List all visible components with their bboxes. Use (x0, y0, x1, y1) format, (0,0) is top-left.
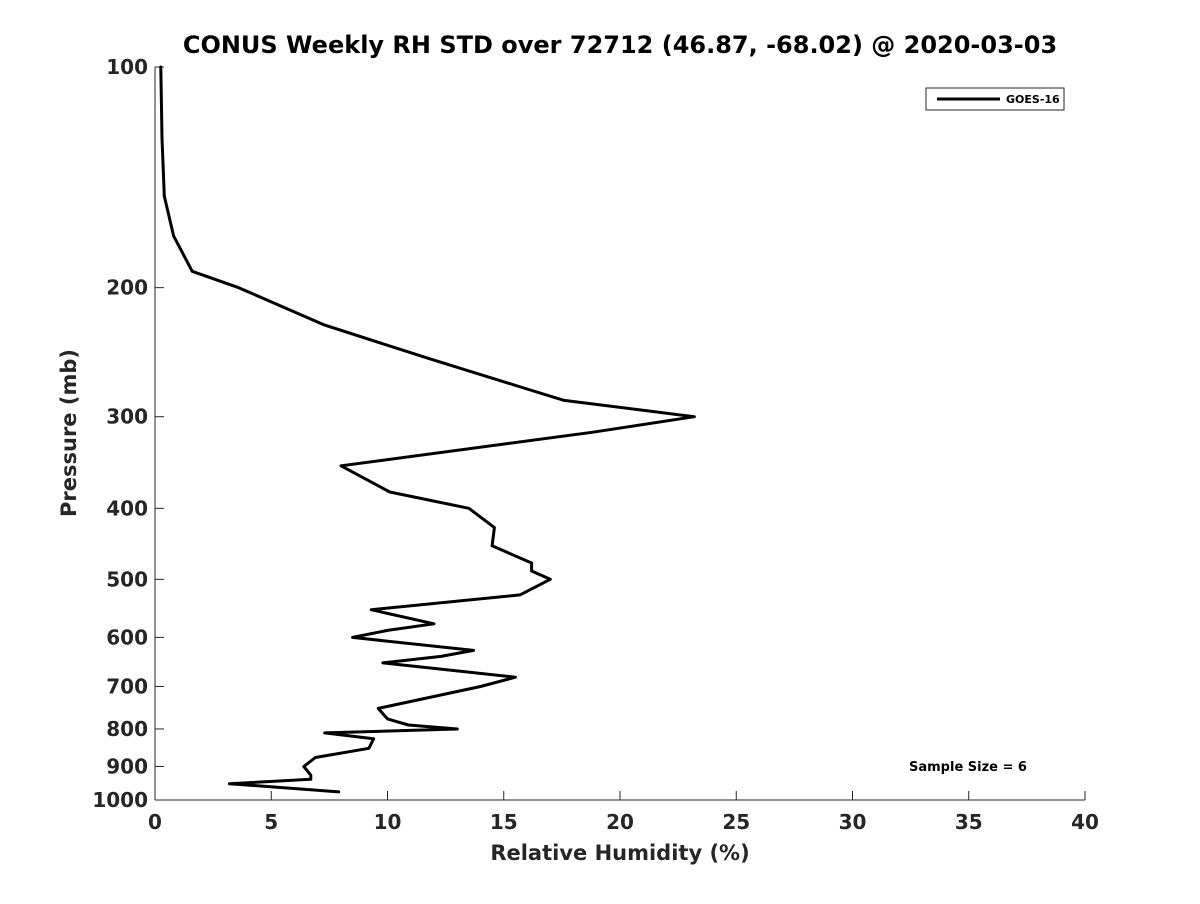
series-layer (159, 65, 696, 794)
x-tick-label: 20 (606, 810, 634, 834)
legend-label: GOES-16 (1006, 93, 1060, 106)
y-tick-label: 100 (106, 55, 148, 79)
sample-size-annotation: Sample Size = 6 (909, 760, 1027, 775)
axes (154, 67, 1085, 801)
y-ticks: 100 200 300 400 500 600 700 800 900 1000 (92, 55, 164, 812)
legend: GOES-16 (925, 87, 1065, 111)
y-tick-label: 500 (106, 567, 148, 591)
y-tick-label: 600 (106, 625, 148, 649)
x-tick-label: 35 (955, 810, 983, 834)
x-tick-label: 40 (1071, 810, 1099, 834)
series-line-goes-16 (159, 65, 696, 794)
y-tick-label: 300 (106, 405, 148, 429)
x-tick-label: 10 (374, 810, 402, 834)
y-axis-label: Pressure (mb) (57, 349, 81, 517)
x-axis-label: Relative Humidity (%) (490, 841, 749, 865)
x-ticks: 0 5 10 15 20 25 30 35 40 (148, 791, 1099, 834)
y-tick-label: 200 (106, 276, 148, 300)
y-tick-label: 800 (106, 717, 148, 741)
y-tick-label: 700 (106, 674, 148, 698)
chart-title: CONUS Weekly RH STD over 72712 (46.87, -… (183, 31, 1057, 59)
y-tick-label: 400 (106, 496, 148, 520)
x-tick-label: 0 (148, 810, 162, 834)
x-tick-label: 25 (722, 810, 750, 834)
x-tick-label: 30 (839, 810, 867, 834)
y-tick-label: 1000 (92, 788, 148, 812)
x-tick-label: 5 (264, 810, 278, 834)
y-tick-label: 900 (106, 754, 148, 778)
x-tick-label: 15 (490, 810, 518, 834)
